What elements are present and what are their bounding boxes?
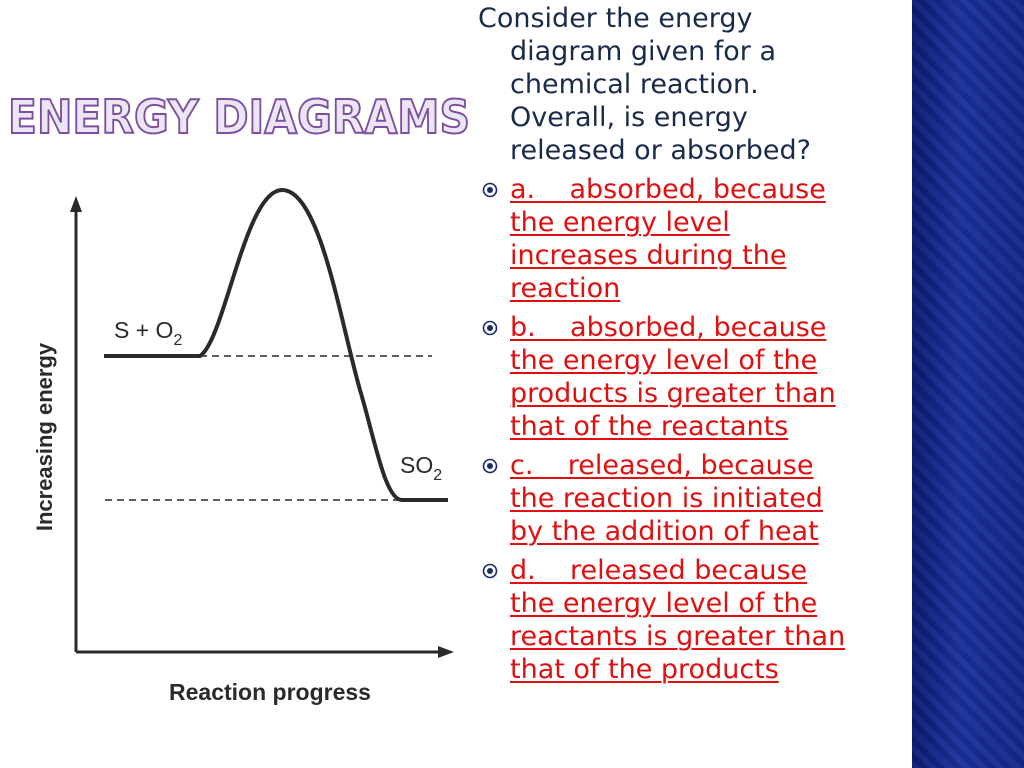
option-line: that of the products (510, 654, 779, 685)
question: Consider the energy diagram given for a ch… (478, 2, 908, 167)
bullet (482, 320, 498, 336)
text-column: Consider the energy diagram given for a ch… (478, 2, 908, 686)
question-line: chemical reaction. (510, 69, 759, 100)
option: c. released, because the reaction is init… (478, 449, 908, 548)
question-line: released or absorbed? (510, 135, 811, 166)
option-line: a. absorbed, because (510, 174, 826, 205)
question-line: diagram given for a (510, 36, 777, 67)
side-band (912, 0, 1024, 768)
label-text: S + O (114, 317, 173, 343)
option-line: that of the reactants (510, 411, 789, 442)
label-text: SO (400, 452, 433, 478)
option-line: c. released, because (510, 450, 814, 481)
option-line: products is greater than (510, 378, 836, 409)
option-line: the energy level of the (510, 588, 818, 619)
option: a. absorbed, because the energy level incr… (478, 173, 908, 305)
energy-diagram (70, 187, 454, 658)
bullet (482, 182, 498, 198)
option-line: the energy level of the (510, 345, 818, 376)
option-line: increases during the (510, 240, 787, 271)
diagram-area: ENERGY DIAGRAMS S + O2 SO2 Increasing en… (7, 89, 471, 705)
arrow (70, 196, 82, 212)
subscript: 2 (173, 332, 182, 349)
products-label: SO2 (400, 452, 442, 484)
option-line: b. absorbed, because (510, 312, 827, 343)
subscript: 2 (433, 467, 442, 484)
arrow (438, 646, 454, 658)
option-line: the energy level (510, 207, 730, 238)
option: b. absorbed, because the energy level of … (478, 311, 908, 443)
y-axis-label: Increasing energy (32, 342, 57, 531)
option-line: the reaction is initiated (510, 483, 823, 514)
energy-curve (104, 187, 448, 502)
x-axis-label: Reaction progress (169, 679, 371, 705)
bullet (482, 458, 498, 474)
question-line: Consider the energy (478, 3, 753, 34)
slide-title: ENERGY DIAGRAMS (8, 90, 470, 144)
option-line: reactants is greater than (510, 621, 846, 652)
question-line: Overall, is energy (510, 102, 748, 133)
option-line: by the addition of heat (510, 516, 819, 547)
reactants-label: S + O2 (114, 317, 182, 349)
option: d. released because the energy level of t… (478, 554, 908, 686)
option-line: d. released because (510, 555, 808, 586)
option-line: reaction (510, 273, 621, 304)
bullet (482, 563, 498, 579)
